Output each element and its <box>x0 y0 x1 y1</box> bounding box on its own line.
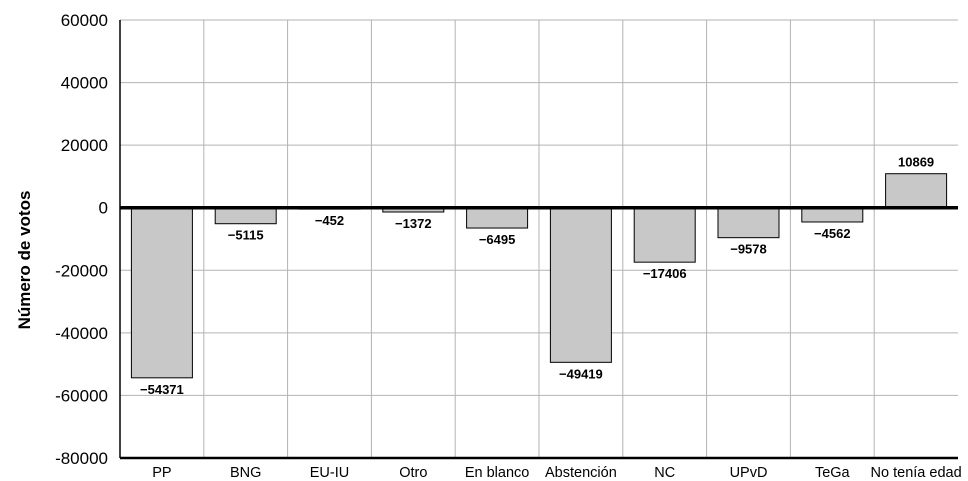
bar <box>549 207 612 363</box>
bar <box>130 207 193 379</box>
y-axis-title: Número de votos <box>15 191 34 330</box>
x-tick-label: UPvD <box>730 465 768 481</box>
bar <box>717 207 780 239</box>
y-tick-label: -20000 <box>55 261 108 280</box>
labels-layer: -80000 -60000 -40000 -20000 0 20000 40000 60000… <box>55 11 962 481</box>
data-label: −54371 <box>140 382 184 397</box>
y-tick-label: -40000 <box>55 324 108 343</box>
axis-layer <box>119 20 958 460</box>
data-label: −6495 <box>479 232 516 247</box>
data-label: −9578 <box>730 242 767 257</box>
bar <box>466 207 529 229</box>
bar <box>214 207 277 225</box>
data-label: 10869 <box>898 155 934 170</box>
x-tick-label: Otro <box>399 465 427 481</box>
bar <box>801 207 864 223</box>
x-tick-label: TeGa <box>815 465 851 481</box>
data-label: −452 <box>315 213 344 228</box>
y-tick-label: 0 <box>99 199 108 218</box>
y-tick-label: -80000 <box>55 449 108 468</box>
x-tick-label: PP <box>152 465 171 481</box>
x-tick-label: Abstención <box>545 465 617 481</box>
data-label: −4562 <box>814 226 851 241</box>
y-tick-label: 40000 <box>61 74 108 93</box>
y-tick-label: 60000 <box>61 11 108 30</box>
x-tick-label: EU-IU <box>310 465 349 481</box>
data-label: −49419 <box>559 366 603 381</box>
x-tick-label: En blanco <box>465 465 530 481</box>
grid-layer <box>120 19 958 459</box>
x-tick-label: NC <box>654 465 675 481</box>
data-label: −1372 <box>395 216 432 231</box>
data-label: −17406 <box>643 266 687 281</box>
bar <box>633 207 696 263</box>
y-tick-label: -60000 <box>55 386 108 405</box>
x-tick-label: BNG <box>230 465 261 481</box>
y-tick-label: 20000 <box>61 136 108 155</box>
bar <box>885 173 948 209</box>
data-label: −5115 <box>228 228 264 243</box>
x-tick-label: No tenía edad <box>871 465 962 481</box>
